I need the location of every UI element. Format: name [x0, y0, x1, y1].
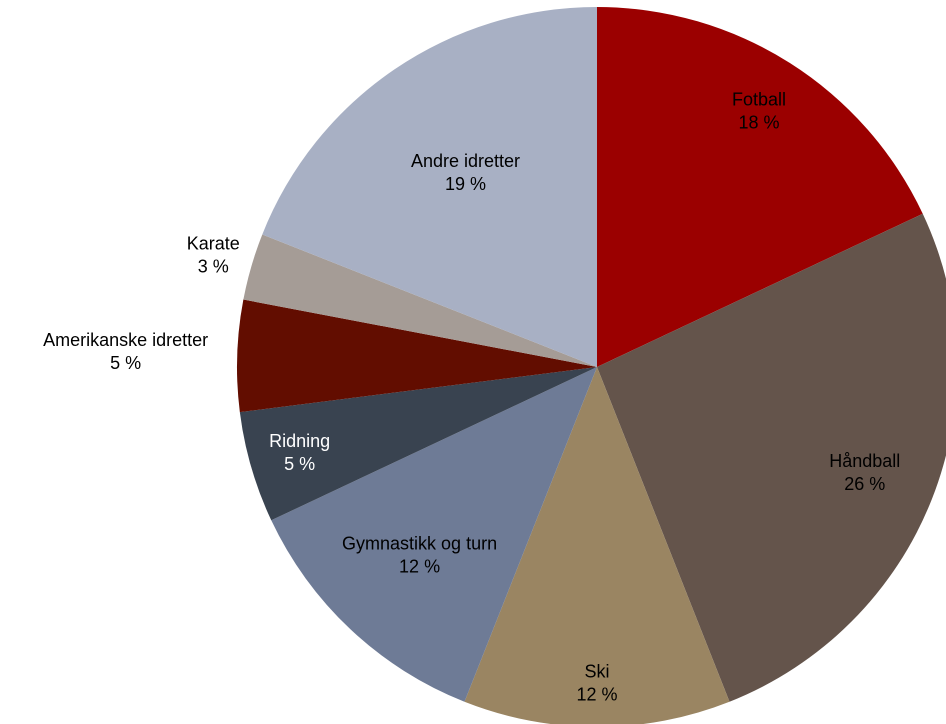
- slice-label: Fotball: [732, 89, 786, 109]
- slice-label: Ski: [584, 662, 609, 682]
- slice-label: Gymnastikk og turn: [342, 534, 497, 554]
- pie-slice: [597, 7, 923, 367]
- slice-label: Ridning: [269, 431, 330, 451]
- pie-slice: [262, 7, 597, 367]
- slice-value-label: 26 %: [844, 474, 885, 494]
- slice-value-label: 12 %: [576, 685, 617, 705]
- slice-label: Håndball: [829, 451, 900, 471]
- pie-slice: [597, 213, 946, 702]
- pie-slice: [464, 367, 730, 724]
- slice-label: Andre idretter: [411, 151, 520, 171]
- slice-label: Karate: [187, 233, 240, 253]
- pie-slice: [243, 234, 597, 367]
- slice-value-label: 18 %: [739, 112, 780, 132]
- slice-value-label: 12 %: [399, 557, 440, 577]
- slice-value-label: 3 %: [198, 256, 229, 276]
- pie-slice: [271, 367, 597, 702]
- slice-value-label: 5 %: [284, 454, 315, 474]
- pie-slice: [239, 367, 597, 521]
- slice-value-label: 5 %: [110, 353, 141, 373]
- slice-label: Amerikanske idretter: [43, 330, 208, 350]
- slice-value-label: 19 %: [445, 174, 486, 194]
- pie-slice: [236, 299, 597, 413]
